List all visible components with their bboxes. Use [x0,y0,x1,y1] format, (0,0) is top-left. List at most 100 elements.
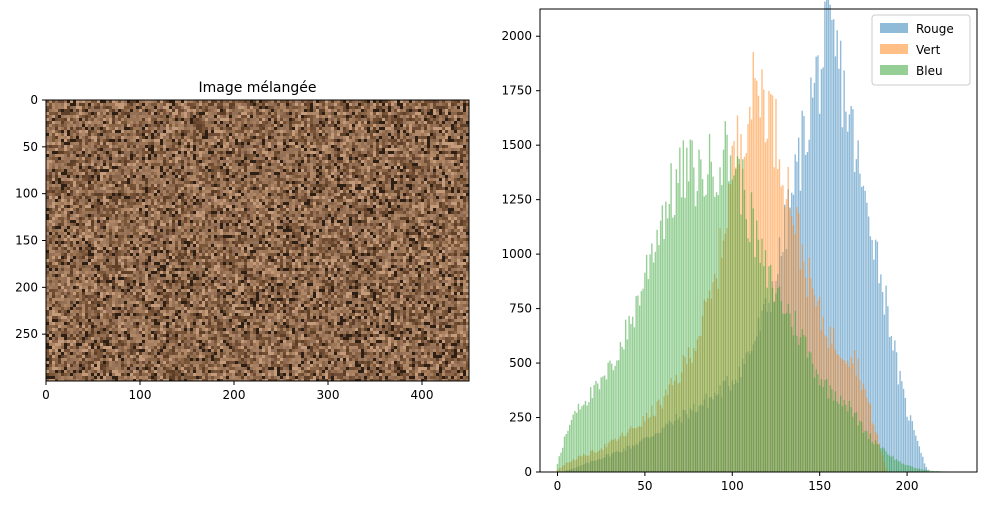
image-pixel [247,175,250,178]
image-pixel [244,169,247,172]
image-pixel [466,118,469,121]
image-pixel [67,205,70,208]
image-pixel [163,112,166,115]
image-pixel [214,187,217,190]
image-pixel [160,100,163,103]
image-pixel [364,121,367,124]
image-pixel [289,100,292,103]
image-pixel [190,175,193,178]
image-pixel [91,133,94,136]
image-pixel [151,193,154,196]
image-pixel [445,187,448,190]
image-pixel [235,145,238,148]
image-pixel [70,160,73,163]
image-pixel [103,205,106,208]
image-pixel [352,196,355,199]
image-pixel [286,148,289,151]
image-pixel [268,103,271,106]
image-pixel [412,121,415,124]
image-pixel [229,199,232,202]
image-pixel [448,166,451,169]
image-pixel [361,121,364,124]
image-pixel [274,136,277,139]
image-pixel [433,112,436,115]
image-pixel [355,103,358,106]
image-pixel [76,139,79,142]
image-pixel [49,181,52,184]
image-pixel [196,139,199,142]
image-pixel [232,172,235,175]
image-pixel [328,121,331,124]
image-pixel [58,109,61,112]
image-pixel [238,154,241,157]
image-pixel [46,199,49,202]
image-pixel [364,109,367,112]
image-pixel [190,103,193,106]
image-pixel [154,124,157,127]
image-pixel [262,145,265,148]
image-pixel [406,190,409,193]
image-pixel [436,130,439,133]
image-pixel [166,145,169,148]
image-pixel [133,139,136,142]
image-pixel [295,109,298,112]
image-pixel [439,196,442,199]
image-pixel [91,142,94,145]
image-pixel [313,109,316,112]
image-pixel [283,124,286,127]
image-pixel [166,199,169,202]
image-pixel [337,145,340,148]
image-pixel [268,148,271,151]
image-pixel [67,184,70,187]
image-pixel [364,202,367,205]
image-pixel [61,115,64,118]
image-pixel [190,157,193,160]
image-pixel [286,106,289,109]
image-pixel [325,112,328,115]
scrambled-image-panel: Image mélangée 0 100 200 300 400050100150200… [15,80,470,402]
image-pixel [139,139,142,142]
image-pixel [220,121,223,124]
image-pixel [70,133,73,136]
image-pixel [247,160,250,163]
image-pixel [181,136,184,139]
image-pixel [67,193,70,196]
image-pixel [109,112,112,115]
image-pixel [223,187,226,190]
image-pixel [211,106,214,109]
image-pixel [49,106,52,109]
image-pixel [388,157,391,160]
image-pixel [412,127,415,130]
image-pixel [196,100,199,103]
image-pixel [340,190,343,193]
image-pixel [175,202,178,205]
image-pixel [76,175,79,178]
image-pixel [67,142,70,145]
image-pixel [154,103,157,106]
image-pixel [220,109,223,112]
image-pixel [55,118,58,121]
image-pixel [139,145,142,148]
image-pixel [136,148,139,151]
image-pixel [301,130,304,133]
image-pixel [190,115,193,118]
image-pixel [49,172,52,175]
image-pixel [313,169,316,172]
image-pixel [103,169,106,172]
image-pixel [406,133,409,136]
image-pixel [370,145,373,148]
image-pixel [310,100,313,103]
image-pixel [316,184,319,187]
image-pixel [277,103,280,106]
image-pixel [169,202,172,205]
image-pixel [121,157,124,160]
image-pixel [106,196,109,199]
image-pixel [70,139,73,142]
image-pixel [268,190,271,193]
image-pixel [448,145,451,148]
image-pixel [154,163,157,166]
image-pixel [343,115,346,118]
image-pixel [133,109,136,112]
image-pixel [286,103,289,106]
image-pixel [160,124,163,127]
